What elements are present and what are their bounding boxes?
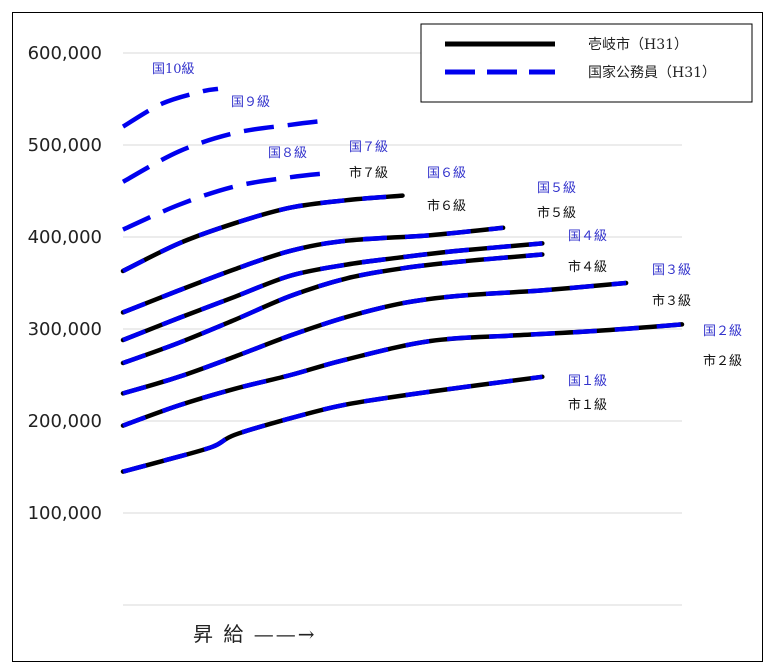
series-line-kuni-9 — [121, 117, 331, 184]
series-layer — [120, 86, 685, 474]
label-kuni-5: 国５級 — [537, 181, 576, 196]
y-tick-label: 200,000 — [28, 411, 102, 432]
y-tick-label: 300,000 — [28, 319, 102, 340]
x-axis-label: 昇 給 ——→ — [193, 622, 316, 644]
y-tick-label: 600,000 — [28, 43, 102, 64]
series-line-kuni-3 — [122, 280, 627, 396]
series-line-kuni-1 — [122, 374, 543, 474]
series-line-kuni-8 — [122, 171, 325, 232]
label-kuni-2: 国２級 — [703, 324, 742, 339]
salary-chart: 100,000 200,000 300,000 400,000 500,000 600,0… — [12, 12, 763, 662]
series-line-shi-1 — [120, 374, 545, 474]
label-kuni-3: 国３級 — [652, 263, 691, 278]
label-shi-2: 市２級 — [703, 353, 742, 369]
y-tick-labels: 100,000 200,000 300,000 400,000 500,000 600,0… — [28, 43, 102, 524]
series-line-shi-3 — [120, 280, 629, 396]
series-line-kuni-4 — [122, 252, 543, 366]
label-shi-3: 市３級 — [652, 293, 691, 309]
label-shi-4: 市４級 — [568, 259, 607, 275]
label-shi-1: 市１級 — [568, 397, 607, 413]
label-kuni-7: 国７級 — [349, 140, 388, 155]
series-line-shi-4 — [120, 252, 545, 366]
plot-area: 100,000 200,000 300,000 400,000 500,000 600,0… — [28, 23, 753, 644]
legend: 壱岐市（H31） 国家公務員（H31） — [420, 23, 753, 103]
series-line-kuni-7 — [122, 193, 403, 274]
series-line-kuni-2 — [122, 322, 683, 428]
label-shi-5: 市５級 — [537, 205, 576, 221]
label-kuni-9: 国９級 — [231, 95, 270, 110]
y-tick-label: 400,000 — [28, 227, 102, 248]
label-kuni-10: 国10級 — [152, 62, 195, 77]
series-line-kuni-6 — [122, 225, 504, 315]
series-line-kuni-10 — [121, 86, 219, 129]
label-kuni-6: 国６級 — [427, 166, 466, 181]
label-kuni-8: 国８級 — [268, 146, 307, 161]
label-kuni-4: 国４級 — [568, 229, 607, 244]
legend-box — [420, 23, 753, 103]
label-shi-6: 市６級 — [427, 198, 466, 214]
label-shi-7: 市７級 — [349, 165, 388, 181]
label-kuni-1: 国１級 — [568, 374, 607, 389]
series-line-kuni-5 — [122, 241, 543, 343]
y-tick-label: 500,000 — [28, 135, 102, 156]
y-tick-label: 100,000 — [28, 503, 102, 524]
legend-label-kuni: 国家公務員（H31） — [588, 64, 716, 81]
legend-label-shi: 壱岐市（H31） — [588, 36, 688, 53]
